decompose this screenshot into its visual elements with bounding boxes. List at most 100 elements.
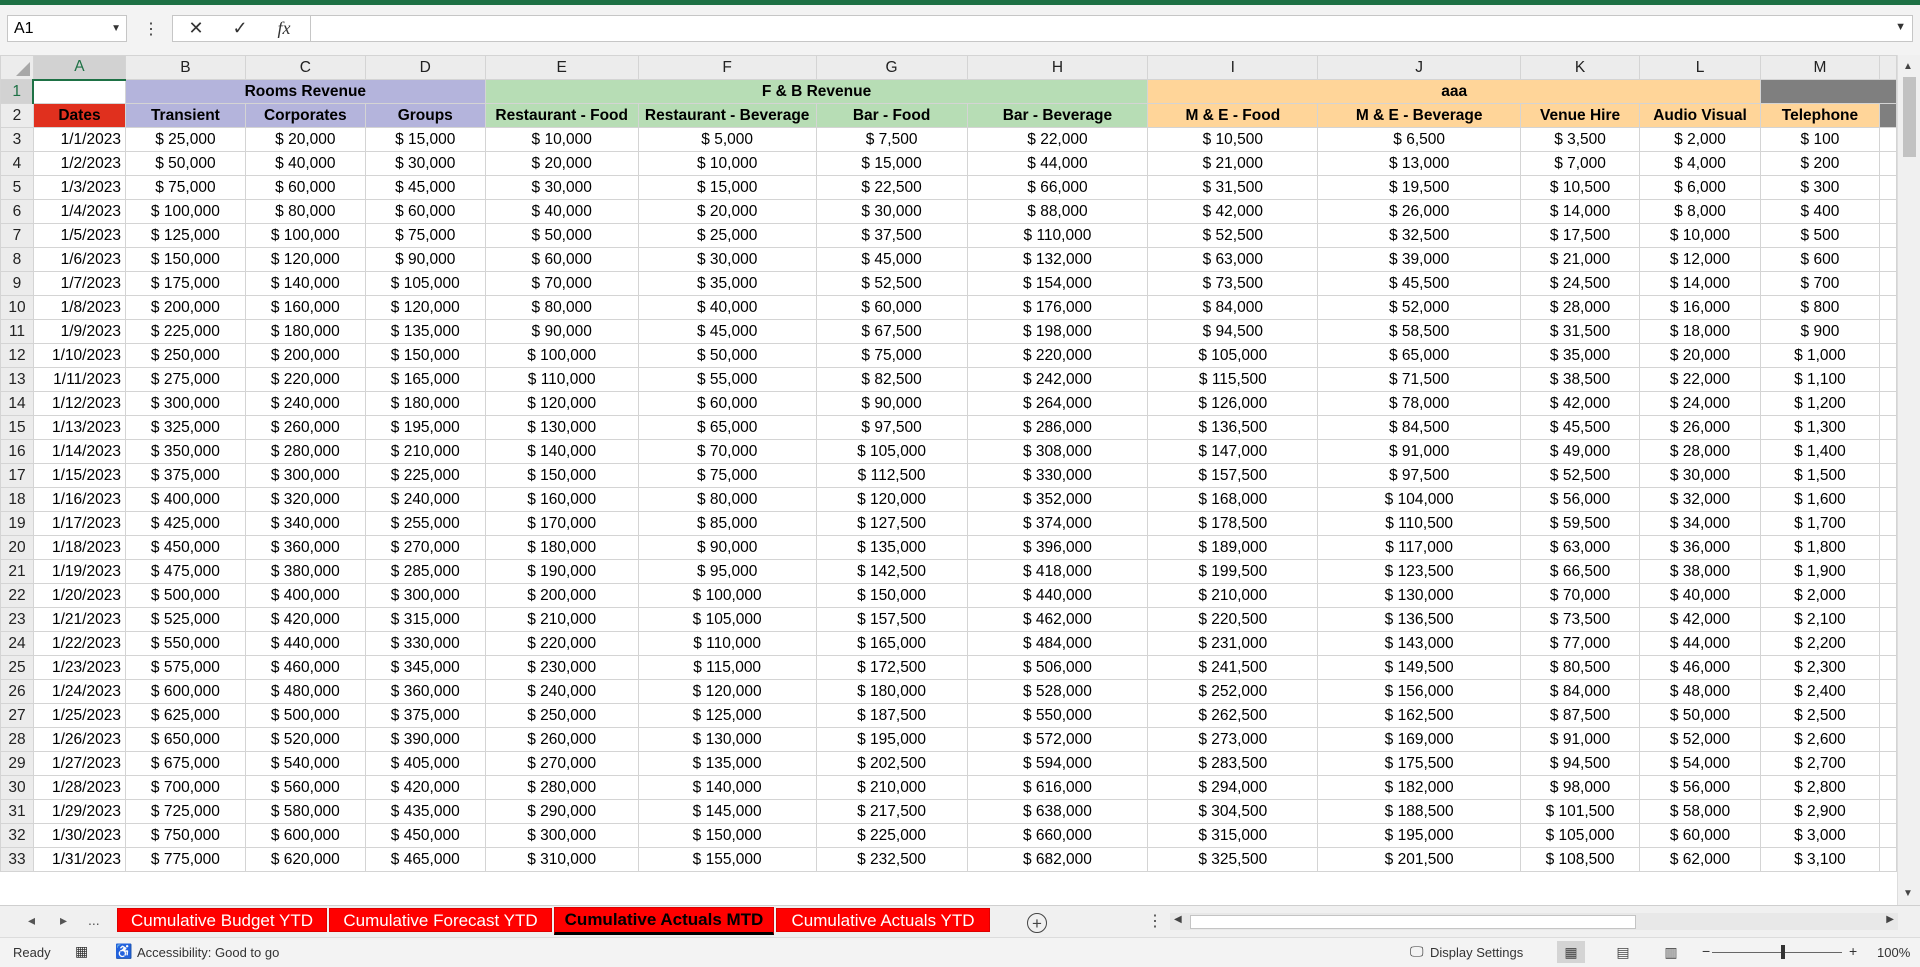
value-cell[interactable]: $ 20,000 [244, 127, 366, 152]
value-cell[interactable]: $ 190,000 [484, 559, 639, 584]
value-cell[interactable]: $ 1,400 [1759, 439, 1880, 464]
value-cell[interactable]: $ 45,000 [637, 319, 817, 344]
value-cell[interactable]: $ 50,000 [484, 223, 639, 248]
value-cell[interactable]: $ 310,000 [484, 847, 639, 872]
value-cell[interactable]: $ 180,000 [244, 319, 366, 344]
value-cell[interactable]: $ 17,500 [1520, 223, 1641, 248]
value-cell[interactable]: $ 175,500 [1317, 751, 1522, 776]
value-cell[interactable]: $ 21,000 [1147, 151, 1319, 176]
column-title[interactable]: Corporates [244, 103, 366, 128]
row-header[interactable]: 4 [0, 151, 34, 176]
value-cell[interactable]: $ 160,000 [244, 295, 366, 320]
value-cell[interactable]: $ 135,000 [815, 535, 968, 560]
value-cell[interactable]: $ 700,000 [124, 775, 246, 800]
value-cell[interactable]: $ 130,000 [1317, 583, 1522, 608]
value-cell[interactable]: $ 217,500 [815, 799, 968, 824]
value-cell[interactable]: $ 175,000 [124, 271, 246, 296]
value-cell[interactable]: $ 58,500 [1317, 319, 1522, 344]
vertical-scroll-thumb[interactable] [1903, 77, 1916, 157]
value-cell[interactable]: $ 156,000 [1317, 679, 1522, 704]
value-cell[interactable]: $ 1,000 [1759, 343, 1880, 368]
value-cell[interactable]: $ 63,000 [1147, 247, 1319, 272]
zoom-level[interactable]: 100% [1877, 945, 1911, 960]
value-cell[interactable]: $ 162,500 [1317, 703, 1522, 728]
value-cell[interactable]: $ 275,000 [124, 367, 246, 392]
value-cell[interactable]: $ 127,500 [815, 511, 968, 536]
value-cell[interactable]: $ 60,000 [815, 295, 968, 320]
value-cell[interactable]: $ 300,000 [244, 463, 366, 488]
value-cell[interactable]: $ 110,500 [1317, 511, 1522, 536]
value-cell[interactable]: $ 22,000 [1639, 367, 1761, 392]
empty-cell[interactable] [1878, 775, 1897, 800]
date-cell[interactable]: 1/9/2023 [32, 319, 126, 344]
value-cell[interactable]: $ 300 [1759, 175, 1880, 200]
row-header[interactable]: 20 [0, 535, 34, 560]
value-cell[interactable]: $ 10,500 [1147, 127, 1319, 152]
value-cell[interactable]: $ 260,000 [244, 415, 366, 440]
value-cell[interactable]: $ 147,000 [1147, 439, 1319, 464]
value-cell[interactable]: $ 540,000 [244, 751, 366, 776]
value-cell[interactable]: $ 225,000 [124, 319, 246, 344]
column-header-j[interactable]: J [1317, 55, 1522, 80]
value-cell[interactable]: $ 340,000 [244, 511, 366, 536]
value-cell[interactable]: $ 87,500 [1520, 703, 1641, 728]
value-cell[interactable]: $ 84,000 [1520, 679, 1641, 704]
value-cell[interactable]: $ 52,500 [815, 271, 968, 296]
column-title[interactable]: Audio Visual [1639, 103, 1761, 128]
value-cell[interactable]: $ 2,200 [1759, 631, 1880, 656]
value-cell[interactable]: $ 480,000 [244, 679, 366, 704]
group-header-fb[interactable]: F & B Revenue [484, 79, 1149, 104]
row-header[interactable]: 33 [0, 847, 34, 872]
value-cell[interactable]: $ 26,000 [1639, 415, 1761, 440]
value-cell[interactable]: $ 30,000 [1639, 463, 1761, 488]
value-cell[interactable]: $ 77,000 [1520, 631, 1641, 656]
column-title[interactable]: Restaurant - Beverage [637, 103, 817, 128]
value-cell[interactable]: $ 616,000 [966, 775, 1149, 800]
value-cell[interactable]: $ 100,000 [484, 343, 639, 368]
value-cell[interactable]: $ 10,000 [484, 127, 639, 152]
empty-cell[interactable] [1878, 535, 1897, 560]
value-cell[interactable]: $ 250,000 [124, 343, 246, 368]
value-cell[interactable]: $ 60,000 [484, 247, 639, 272]
value-cell[interactable]: $ 7,000 [1520, 151, 1641, 176]
value-cell[interactable]: $ 5,000 [637, 127, 817, 152]
value-cell[interactable]: $ 195,000 [1317, 823, 1522, 848]
page-layout-icon[interactable]: ▤ [1616, 944, 1630, 960]
value-cell[interactable]: $ 1,800 [1759, 535, 1880, 560]
value-cell[interactable]: $ 45,000 [364, 175, 486, 200]
value-cell[interactable]: $ 75,000 [124, 175, 246, 200]
value-cell[interactable]: $ 220,000 [244, 367, 366, 392]
value-cell[interactable]: $ 580,000 [244, 799, 366, 824]
value-cell[interactable]: $ 91,000 [1520, 727, 1641, 752]
value-cell[interactable]: $ 60,000 [637, 391, 817, 416]
display-settings-button[interactable]: Display Settings [1430, 945, 1524, 960]
value-cell[interactable]: $ 105,000 [1520, 823, 1641, 848]
value-cell[interactable]: $ 165,000 [364, 367, 486, 392]
value-cell[interactable]: $ 37,500 [815, 223, 968, 248]
value-cell[interactable]: $ 1,900 [1759, 559, 1880, 584]
value-cell[interactable]: $ 73,500 [1520, 607, 1641, 632]
display-settings-icon[interactable]: 🖵 [1410, 943, 1424, 959]
value-cell[interactable]: $ 6,500 [1317, 127, 1522, 152]
value-cell[interactable]: $ 170,000 [484, 511, 639, 536]
value-cell[interactable]: $ 49,000 [1520, 439, 1641, 464]
value-cell[interactable]: $ 220,500 [1147, 607, 1319, 632]
value-cell[interactable]: $ 195,000 [364, 415, 486, 440]
column-title[interactable]: M & E - Beverage [1317, 103, 1522, 128]
empty-cell[interactable] [1878, 727, 1897, 752]
value-cell[interactable]: $ 1,500 [1759, 463, 1880, 488]
value-cell[interactable]: $ 220,000 [484, 631, 639, 656]
value-cell[interactable]: $ 345,000 [364, 655, 486, 680]
group-header-rooms[interactable]: Rooms Revenue [124, 79, 486, 104]
empty-cell[interactable] [1878, 271, 1897, 296]
date-cell[interactable]: 1/14/2023 [32, 439, 126, 464]
date-cell[interactable]: 1/29/2023 [32, 799, 126, 824]
value-cell[interactable]: $ 110,000 [637, 631, 817, 656]
row-header[interactable]: 2 [0, 103, 34, 128]
value-cell[interactable]: $ 140,000 [484, 439, 639, 464]
value-cell[interactable]: $ 572,000 [966, 727, 1149, 752]
value-cell[interactable]: $ 24,500 [1520, 271, 1641, 296]
value-cell[interactable]: $ 528,000 [966, 679, 1149, 704]
value-cell[interactable]: $ 70,000 [1520, 583, 1641, 608]
value-cell[interactable]: $ 725,000 [124, 799, 246, 824]
